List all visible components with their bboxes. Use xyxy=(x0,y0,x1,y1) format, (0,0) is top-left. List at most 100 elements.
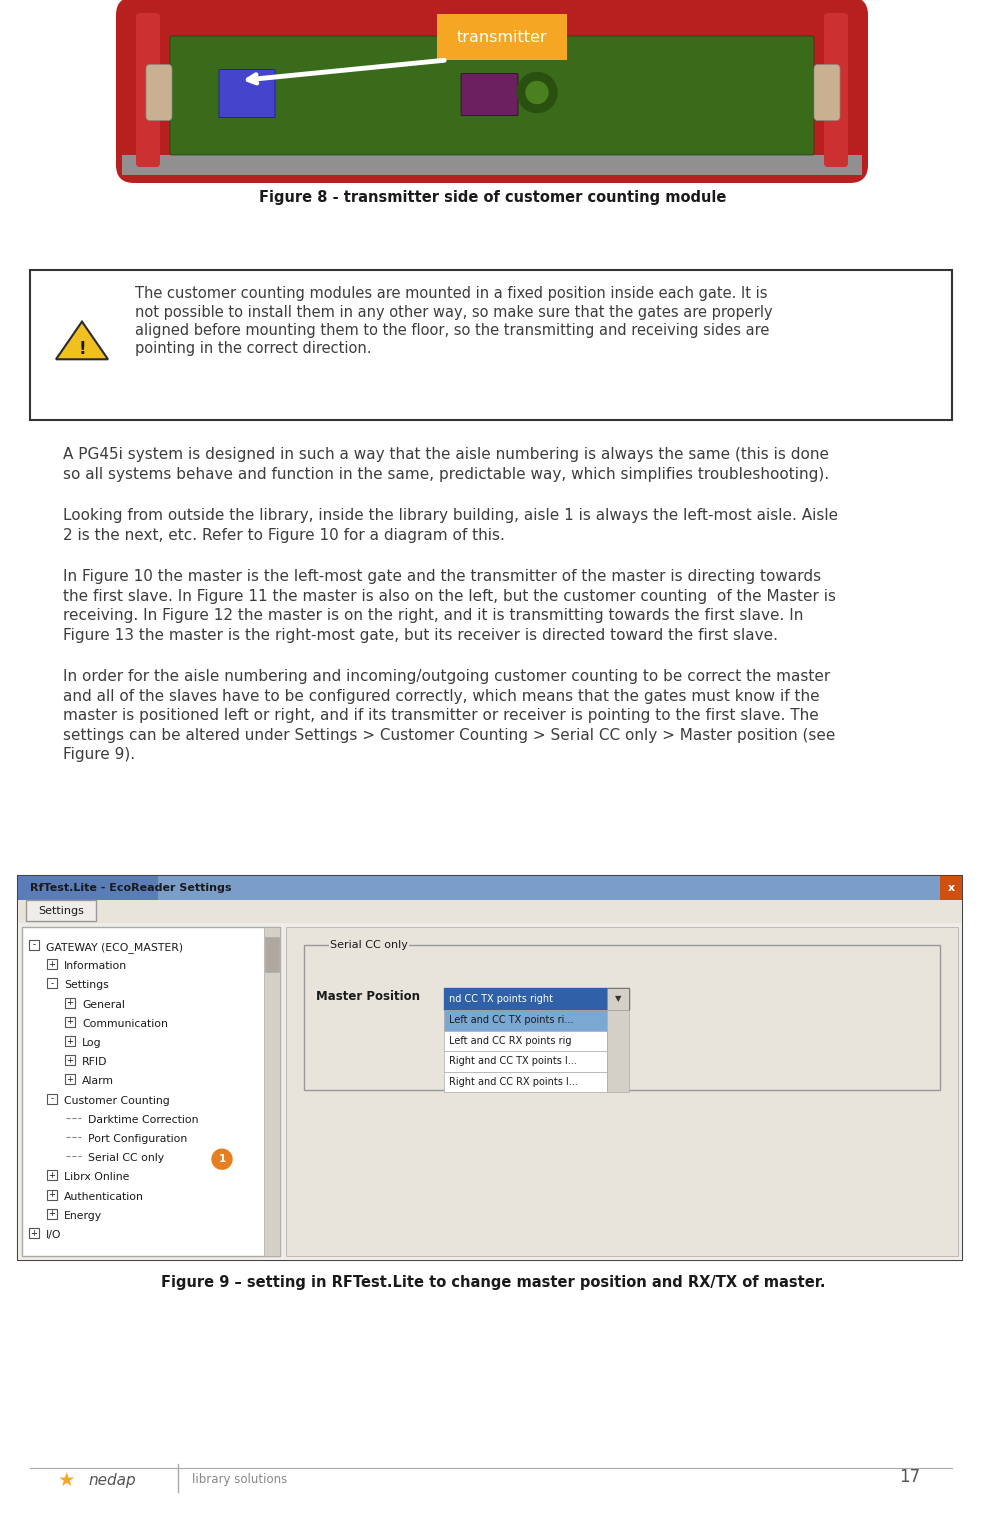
FancyBboxPatch shape xyxy=(940,875,962,900)
Text: Left and CC TX points ri...: Left and CC TX points ri... xyxy=(449,1015,574,1025)
Text: Master Position: Master Position xyxy=(316,991,420,1003)
Text: +: + xyxy=(48,1171,55,1180)
FancyBboxPatch shape xyxy=(444,1010,607,1030)
FancyBboxPatch shape xyxy=(286,927,958,1256)
Text: Right and CC RX points l...: Right and CC RX points l... xyxy=(449,1077,578,1086)
FancyBboxPatch shape xyxy=(444,988,629,1010)
Text: !: ! xyxy=(78,340,86,358)
FancyBboxPatch shape xyxy=(444,1051,607,1071)
Text: nd CC TX points right: nd CC TX points right xyxy=(449,994,553,1004)
FancyBboxPatch shape xyxy=(18,875,158,900)
Text: RfTest.Lite - EcoReader Settings: RfTest.Lite - EcoReader Settings xyxy=(30,883,232,894)
FancyBboxPatch shape xyxy=(444,1071,607,1092)
FancyBboxPatch shape xyxy=(18,900,962,922)
FancyBboxPatch shape xyxy=(264,927,280,1256)
Text: library solutions: library solutions xyxy=(192,1473,287,1487)
Text: GATEWAY (ECO_MASTER): GATEWAY (ECO_MASTER) xyxy=(46,942,183,953)
FancyBboxPatch shape xyxy=(22,927,280,1256)
Text: +: + xyxy=(31,1229,37,1238)
FancyBboxPatch shape xyxy=(122,155,862,174)
Text: -: - xyxy=(33,941,35,950)
FancyBboxPatch shape xyxy=(607,1010,629,1092)
FancyBboxPatch shape xyxy=(304,945,940,1091)
FancyBboxPatch shape xyxy=(136,14,160,167)
FancyBboxPatch shape xyxy=(461,73,518,115)
Text: Serial CC only: Serial CC only xyxy=(88,1153,164,1164)
Circle shape xyxy=(517,73,557,112)
Text: settings can be altered under Settings > Customer Counting > Serial CC only > Ma: settings can be altered under Settings >… xyxy=(63,728,835,742)
FancyBboxPatch shape xyxy=(170,36,814,155)
Text: +: + xyxy=(48,1209,55,1218)
Text: Authentication: Authentication xyxy=(64,1191,144,1201)
FancyBboxPatch shape xyxy=(47,1189,57,1200)
Text: Energy: Energy xyxy=(64,1211,103,1221)
Text: 1: 1 xyxy=(218,1154,226,1164)
Text: Settings: Settings xyxy=(38,907,84,916)
Text: x: x xyxy=(948,883,954,894)
FancyBboxPatch shape xyxy=(146,65,172,120)
Text: so all systems behave and function in the same, predictable way, which simplifie: so all systems behave and function in th… xyxy=(63,467,829,481)
Text: In order for the aisle numbering and incoming/outgoing customer counting to be c: In order for the aisle numbering and inc… xyxy=(63,669,830,684)
Text: not possible to install them in any other way, so make sure that the gates are p: not possible to install them in any othe… xyxy=(135,305,773,320)
Text: General: General xyxy=(82,1000,125,1010)
FancyBboxPatch shape xyxy=(18,875,962,1261)
FancyBboxPatch shape xyxy=(65,1074,75,1085)
FancyBboxPatch shape xyxy=(65,1016,75,1027)
Text: +: + xyxy=(67,998,73,1007)
Polygon shape xyxy=(56,322,108,360)
Text: Left and CC RX points rig: Left and CC RX points rig xyxy=(449,1036,572,1045)
Text: aligned before mounting them to the floor, so the transmitting and receiving sid: aligned before mounting them to the floo… xyxy=(135,323,769,338)
Text: pointing in the correct direction.: pointing in the correct direction. xyxy=(135,341,372,356)
Text: 17: 17 xyxy=(899,1468,920,1487)
FancyBboxPatch shape xyxy=(437,14,567,61)
Text: +: + xyxy=(67,1076,73,1085)
FancyBboxPatch shape xyxy=(444,1030,607,1051)
Text: 2 is the next, etc. Refer to Figure 10 for a diagram of this.: 2 is the next, etc. Refer to Figure 10 f… xyxy=(63,528,505,543)
FancyBboxPatch shape xyxy=(824,14,848,167)
Text: A PG45i system is designed in such a way that the aisle numbering is always the : A PG45i system is designed in such a way… xyxy=(63,448,829,463)
FancyBboxPatch shape xyxy=(26,900,96,921)
Text: Information: Information xyxy=(64,962,127,971)
Text: master is positioned left or right, and if its transmitter or receiver is pointi: master is positioned left or right, and … xyxy=(63,708,818,724)
Text: +: + xyxy=(67,1056,73,1065)
Text: Customer Counting: Customer Counting xyxy=(64,1095,170,1106)
FancyBboxPatch shape xyxy=(116,0,868,184)
Text: Serial CC only: Serial CC only xyxy=(330,941,408,950)
Text: Port Configuration: Port Configuration xyxy=(88,1135,187,1144)
FancyBboxPatch shape xyxy=(30,270,952,420)
FancyBboxPatch shape xyxy=(29,941,39,950)
FancyBboxPatch shape xyxy=(65,1036,75,1047)
Circle shape xyxy=(526,82,548,103)
Text: Figure 9).: Figure 9). xyxy=(63,746,135,762)
Text: Log: Log xyxy=(82,1038,102,1048)
Text: Figure 8 - transmitter side of customer counting module: Figure 8 - transmitter side of customer … xyxy=(259,190,727,205)
FancyBboxPatch shape xyxy=(18,875,962,900)
Text: Looking from outside the library, inside the library building, aisle 1 is always: Looking from outside the library, inside… xyxy=(63,508,838,523)
Text: Settings: Settings xyxy=(64,980,108,991)
Text: +: + xyxy=(48,1191,55,1198)
FancyBboxPatch shape xyxy=(219,70,275,117)
Text: Figure 9 – setting in RFTest.Lite to change master position and RX/TX of master.: Figure 9 – setting in RFTest.Lite to cha… xyxy=(161,1274,825,1289)
FancyBboxPatch shape xyxy=(65,1056,75,1065)
Text: +: + xyxy=(48,960,55,969)
Text: transmitter: transmitter xyxy=(457,29,547,44)
FancyBboxPatch shape xyxy=(47,1171,57,1180)
FancyBboxPatch shape xyxy=(47,1094,57,1103)
Text: RFID: RFID xyxy=(82,1057,107,1066)
Text: -: - xyxy=(50,1094,53,1103)
Text: In Figure 10 the master is the left-most gate and the transmitter of the master : In Figure 10 the master is the left-most… xyxy=(63,569,821,584)
Text: Alarm: Alarm xyxy=(82,1077,114,1086)
Text: Communication: Communication xyxy=(82,1019,168,1029)
Text: Figure 13 the master is the right-most gate, but its receiver is directed toward: Figure 13 the master is the right-most g… xyxy=(63,628,778,643)
FancyBboxPatch shape xyxy=(65,998,75,1007)
FancyBboxPatch shape xyxy=(29,1227,39,1238)
Text: +: + xyxy=(67,1018,73,1027)
FancyBboxPatch shape xyxy=(47,959,57,969)
FancyBboxPatch shape xyxy=(814,65,840,120)
Text: ▼: ▼ xyxy=(614,995,621,1004)
FancyBboxPatch shape xyxy=(122,11,862,174)
Text: Darktime Correction: Darktime Correction xyxy=(88,1115,198,1124)
Text: The customer counting modules are mounted in a fixed position inside each gate. : The customer counting modules are mounte… xyxy=(135,287,767,300)
FancyBboxPatch shape xyxy=(18,922,962,1261)
FancyBboxPatch shape xyxy=(607,988,629,1010)
